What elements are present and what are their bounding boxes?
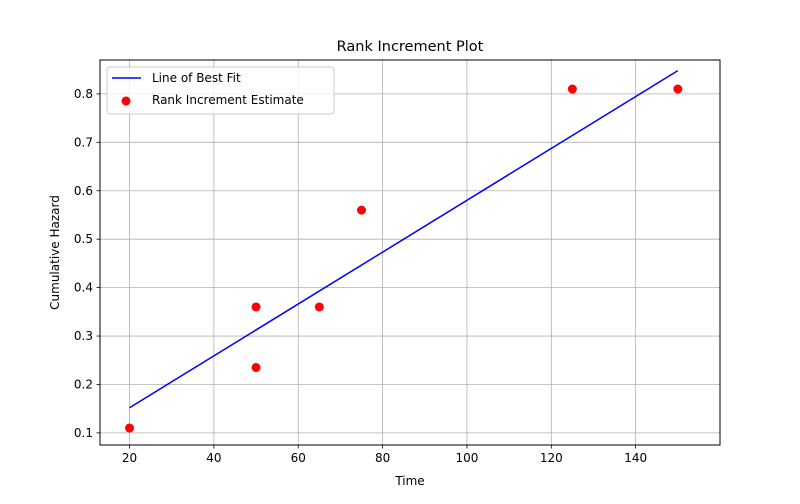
scatter-point: [251, 363, 261, 373]
x-tick-label: 140: [624, 451, 647, 465]
tick-layer: 20 40 60 80 100 120 140 0.1 0.2 0.3 0.4 0.5 0.6 0.7 0.…: [74, 87, 647, 465]
x-tick-label: 80: [375, 451, 390, 465]
x-axis-label: Time: [394, 474, 424, 488]
y-tick-label: 0.3: [74, 329, 93, 343]
best-fit-line: [129, 70, 679, 409]
x-tick-label: 100: [455, 451, 478, 465]
legend-scatter-swatch: [121, 96, 131, 106]
plot-frame: [99, 59, 721, 446]
y-axis-label: Cumulative Hazard: [48, 195, 62, 310]
y-tick-label: 0.5: [74, 232, 93, 246]
scatter-point: [673, 84, 683, 94]
legend-scatter-label: Rank Increment Estimate: [152, 93, 304, 107]
y-tick-label: 0.2: [74, 377, 93, 391]
scatter-point: [314, 302, 324, 312]
y-tick-label: 0.1: [74, 426, 93, 440]
scatter-point: [356, 205, 366, 215]
series-layer: [125, 70, 683, 433]
legend: Line of Best Fit Rank Increment Estimate: [106, 66, 335, 115]
chart-title: Rank Increment Plot: [337, 39, 484, 55]
y-tick-label: 0.7: [74, 135, 93, 149]
x-tick-label: 60: [291, 451, 306, 465]
x-tick-label: 20: [122, 451, 137, 465]
y-tick-label: 0.6: [74, 184, 93, 198]
legend-line-label: Line of Best Fit: [152, 71, 241, 85]
x-tick-label: 120: [540, 451, 563, 465]
y-tick-label: 0.4: [74, 281, 93, 295]
x-tick-label: 40: [206, 451, 221, 465]
scatter-point: [567, 84, 577, 94]
legend-box: [106, 66, 335, 115]
y-tick-label: 0.8: [74, 87, 93, 101]
scatter-point: [251, 302, 261, 312]
grid-layer: [100, 60, 720, 445]
scatter-point: [125, 423, 135, 433]
